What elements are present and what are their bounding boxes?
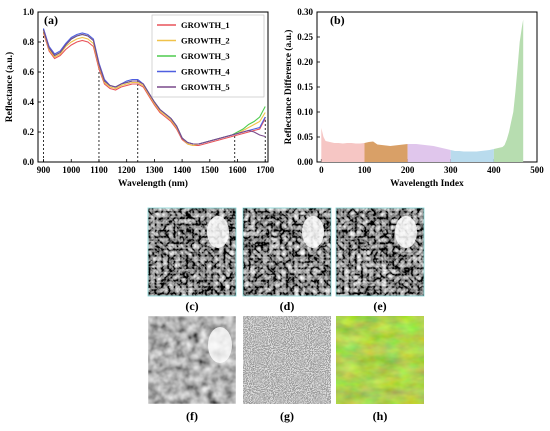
y-tick-label-a: 0.0 bbox=[23, 157, 35, 167]
image-frame-d bbox=[242, 207, 332, 297]
image-panel-c: (c) bbox=[147, 207, 237, 313]
band-area bbox=[450, 149, 494, 162]
image-label-e: (e) bbox=[373, 299, 386, 313]
x-tick-label-b: 200 bbox=[401, 165, 415, 175]
y-tick-label-b: 0.00 bbox=[297, 157, 313, 167]
leaf-photo-h bbox=[336, 316, 424, 404]
image-frame-e bbox=[335, 207, 425, 297]
x-tick-label-a: 1000 bbox=[62, 165, 81, 175]
band-area bbox=[321, 128, 365, 162]
y-tick-label-b: 0.20 bbox=[297, 57, 313, 67]
x-tick-label-a: 1100 bbox=[90, 165, 108, 175]
y-tick-label-a: 0.2 bbox=[23, 127, 35, 137]
plot-frame-b bbox=[316, 11, 538, 163]
band-area bbox=[364, 141, 408, 162]
image-panel-e: (e) bbox=[335, 207, 425, 313]
y-tick-label-b: 0.15 bbox=[297, 82, 313, 92]
x-tick-label-b: 300 bbox=[444, 165, 458, 175]
vlines-a bbox=[43, 28, 266, 162]
image-label-c: (c) bbox=[185, 299, 198, 313]
legend-entry: GROWTH_4 bbox=[181, 67, 230, 77]
x-tick-label-a: 1400 bbox=[173, 165, 192, 175]
image-label-g: (g) bbox=[280, 409, 294, 423]
image-panel-h: (h) bbox=[336, 316, 424, 423]
y-tick-label-a: 0.4 bbox=[23, 97, 35, 107]
image-label-h: (h) bbox=[373, 409, 388, 423]
x-tick-label-b: 500 bbox=[530, 165, 544, 175]
y-tick-label-b: 0.30 bbox=[297, 7, 313, 17]
x-tick-label-a: 1300 bbox=[145, 165, 164, 175]
legend-entry: GROWTH_2 bbox=[181, 36, 230, 46]
image-panel-g: (g) bbox=[243, 316, 331, 423]
x-tick-label-a: 1500 bbox=[201, 165, 220, 175]
legend-entry: GROWTH_3 bbox=[181, 51, 230, 61]
chart-b: (b) 0 100 200 300 400 500 0.00 0.05 0.10 0.15 0.20… bbox=[283, 7, 544, 189]
y-axis-title-a: Reflectance (a.u.) bbox=[4, 52, 15, 122]
band-areas-b bbox=[321, 19, 524, 162]
chart-a: (a) 900 1000 1100 1200 1300 1400 1500 1600 1700 0… bbox=[4, 7, 275, 189]
image-frame-c bbox=[147, 207, 237, 297]
image-label-f: (f) bbox=[186, 409, 198, 423]
legend-entry: GROWTH_5 bbox=[181, 82, 230, 92]
image-label-d: (d) bbox=[280, 299, 295, 313]
series-lines-a bbox=[42, 28, 266, 147]
bright-spot-f bbox=[208, 327, 232, 363]
y-tick-label-a: 1.0 bbox=[23, 7, 35, 17]
x-axis-title-b: Wavelength Index bbox=[390, 179, 464, 189]
y-tick-label-b: 0.25 bbox=[297, 32, 313, 42]
x-tick-label-b: 100 bbox=[358, 165, 372, 175]
image-panel-d: (d) bbox=[242, 207, 332, 313]
y-tick-label-b: 0.10 bbox=[297, 107, 313, 117]
x-tick-label-b: 0 bbox=[319, 165, 324, 175]
y-tick-label-b: 0.05 bbox=[297, 132, 313, 142]
x-tick-label-b: 400 bbox=[487, 165, 501, 175]
bright-spot-e bbox=[395, 216, 417, 248]
plot-frame-a bbox=[37, 11, 269, 163]
bright-spot-c bbox=[207, 216, 229, 248]
x-tick-label-a: 1600 bbox=[229, 165, 248, 175]
band-area bbox=[407, 144, 451, 162]
panel-label-a: (a) bbox=[44, 13, 58, 27]
x-tick-label-a: 900 bbox=[37, 165, 51, 175]
panel-label-b: (b) bbox=[330, 13, 345, 27]
series-line bbox=[42, 32, 266, 147]
noise-image-g bbox=[243, 316, 331, 404]
band-area bbox=[493, 19, 524, 162]
legend-entry: GROWTH_1 bbox=[181, 20, 230, 30]
y-tick-label-a: 0.6 bbox=[23, 67, 35, 77]
x-axis-title-a: Wavelength (nm) bbox=[118, 178, 188, 189]
legend-a: GROWTH_1 GROWTH_2 GROWTH_3 GROWTH_4 GROWTH_5 bbox=[151, 14, 265, 98]
y-tick-label-a: 0.8 bbox=[23, 37, 35, 47]
bright-spot-d bbox=[302, 216, 324, 248]
axis-ticks-b: 0 100 200 300 400 500 0.00 0.05 0.10 0.15 0.20 0.25… bbox=[297, 7, 544, 175]
x-tick-label-a: 1700 bbox=[256, 165, 275, 175]
image-panel-f: (f) bbox=[148, 316, 236, 423]
x-tick-label-a: 1200 bbox=[118, 165, 137, 175]
series-line bbox=[42, 29, 266, 145]
y-axis-title-b: Reflectance Difference (a.u.) bbox=[283, 30, 294, 145]
